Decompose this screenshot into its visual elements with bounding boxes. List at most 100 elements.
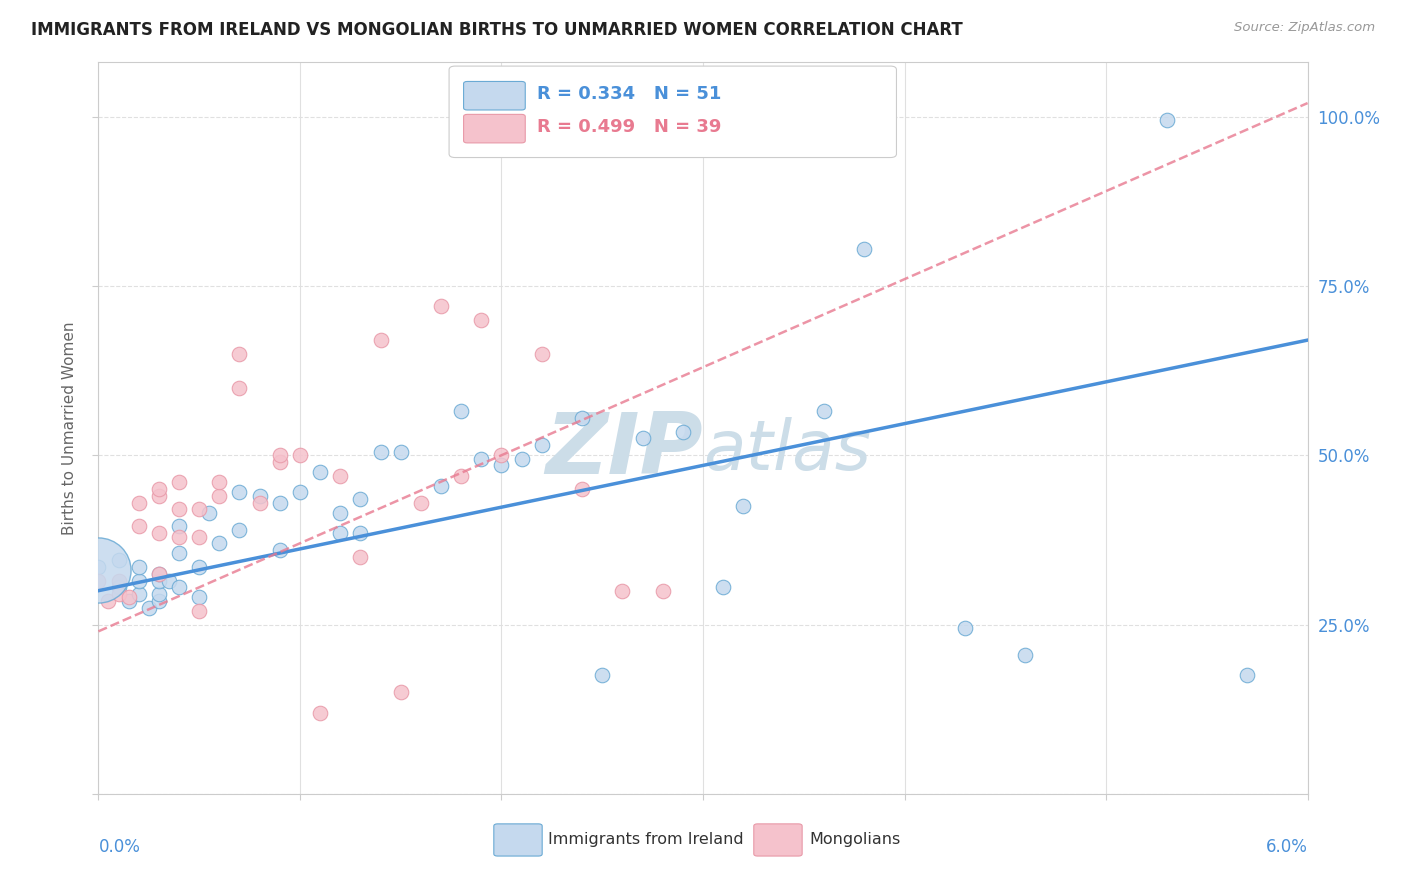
Point <box>128 574 150 588</box>
Point <box>148 574 170 588</box>
Point <box>167 546 190 560</box>
Point <box>733 499 755 513</box>
Point <box>249 496 271 510</box>
Point <box>409 496 432 510</box>
Text: 0.0%: 0.0% <box>98 838 141 856</box>
Text: R = 0.499   N = 39: R = 0.499 N = 39 <box>537 118 721 136</box>
Point <box>148 587 170 601</box>
Point <box>138 600 160 615</box>
Point <box>288 448 311 462</box>
Point <box>167 502 190 516</box>
Point <box>349 526 371 541</box>
Point <box>208 489 231 503</box>
Point <box>148 526 170 541</box>
Point <box>128 560 150 574</box>
Point <box>148 566 170 581</box>
Point <box>148 594 170 608</box>
Point <box>107 580 129 594</box>
Text: R = 0.334   N = 51: R = 0.334 N = 51 <box>537 85 721 103</box>
Point <box>389 445 412 459</box>
Point <box>571 482 593 496</box>
Point <box>853 242 876 256</box>
Text: Immigrants from Ireland: Immigrants from Ireland <box>548 832 744 847</box>
Point <box>188 560 211 574</box>
Point <box>571 411 593 425</box>
Point <box>87 560 110 574</box>
Point <box>711 580 734 594</box>
Point <box>128 496 150 510</box>
FancyBboxPatch shape <box>754 824 803 856</box>
Point <box>208 536 231 550</box>
Point <box>107 587 129 601</box>
Point <box>87 563 110 577</box>
Point <box>672 425 695 439</box>
Point <box>530 346 553 360</box>
Point <box>107 574 129 588</box>
Point <box>269 543 291 558</box>
Point <box>309 706 332 720</box>
FancyBboxPatch shape <box>494 824 543 856</box>
Point <box>491 448 513 462</box>
Point <box>389 685 412 699</box>
Y-axis label: Births to Unmarried Women: Births to Unmarried Women <box>62 321 77 535</box>
Point <box>953 621 976 635</box>
Point <box>157 574 180 588</box>
Point <box>430 299 453 313</box>
Point <box>450 404 472 418</box>
Point <box>530 438 553 452</box>
Point <box>813 404 835 418</box>
Point <box>107 553 129 567</box>
Text: Mongolians: Mongolians <box>810 832 901 847</box>
Point <box>491 458 513 473</box>
Point <box>631 431 654 445</box>
Point <box>148 489 170 503</box>
Point <box>329 506 352 520</box>
Point <box>167 529 190 543</box>
Text: Source: ZipAtlas.com: Source: ZipAtlas.com <box>1234 21 1375 34</box>
Point <box>450 468 472 483</box>
Point <box>97 594 120 608</box>
Point <box>167 580 190 594</box>
Point <box>249 489 271 503</box>
Point <box>118 594 141 608</box>
Point <box>198 506 221 520</box>
Point <box>288 485 311 500</box>
Point <box>167 475 190 490</box>
Point <box>1236 668 1258 682</box>
Point <box>591 668 613 682</box>
Point <box>228 346 250 360</box>
Point <box>470 313 492 327</box>
Point <box>208 475 231 490</box>
Point <box>228 380 250 394</box>
Point <box>329 468 352 483</box>
Point <box>430 479 453 493</box>
Point <box>349 492 371 507</box>
Point <box>1014 648 1036 662</box>
Point <box>118 591 141 605</box>
Text: ZIP: ZIP <box>546 409 703 491</box>
Point <box>87 574 110 588</box>
Point <box>349 549 371 564</box>
Point <box>128 519 150 533</box>
Point <box>228 485 250 500</box>
Point <box>188 604 211 618</box>
Point <box>269 496 291 510</box>
Text: 6.0%: 6.0% <box>1265 838 1308 856</box>
FancyBboxPatch shape <box>464 114 526 143</box>
Point <box>188 591 211 605</box>
Point <box>148 482 170 496</box>
Point <box>470 451 492 466</box>
Point <box>370 333 392 347</box>
Point <box>269 455 291 469</box>
FancyBboxPatch shape <box>449 66 897 158</box>
Point <box>309 465 332 479</box>
Point <box>269 448 291 462</box>
Point <box>128 587 150 601</box>
Point <box>148 566 170 581</box>
Text: IMMIGRANTS FROM IRELAND VS MONGOLIAN BIRTHS TO UNMARRIED WOMEN CORRELATION CHART: IMMIGRANTS FROM IRELAND VS MONGOLIAN BIR… <box>31 21 963 38</box>
FancyBboxPatch shape <box>464 81 526 110</box>
Point <box>188 529 211 543</box>
Point <box>612 583 634 598</box>
Text: atlas: atlas <box>703 417 870 483</box>
Point <box>510 451 533 466</box>
